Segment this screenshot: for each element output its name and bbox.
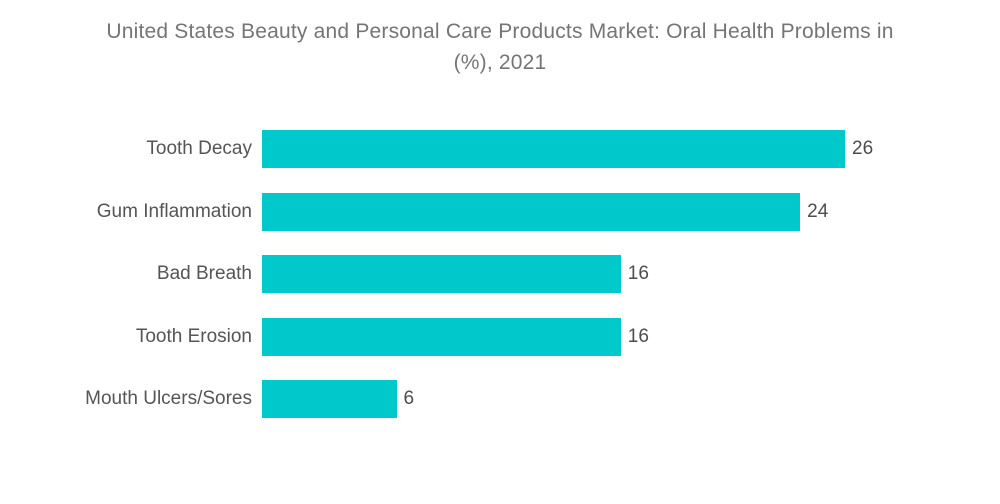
- bar-row: Gum Inflammation 24: [0, 181, 1000, 244]
- chart-title-line-2: (%), 2021: [453, 51, 547, 74]
- chart-title-line-1: United States Beauty and Personal Care P…: [106, 20, 894, 43]
- bar: [262, 255, 621, 294]
- bar-area: 16: [262, 317, 1000, 356]
- value-label: 26: [852, 138, 874, 160]
- bar: [262, 192, 801, 231]
- value-label: 24: [807, 200, 829, 222]
- value-label: 6: [403, 388, 415, 410]
- bar-row: Mouth Ulcers/Sores 6: [0, 368, 1000, 431]
- bar-area: 6: [262, 380, 1000, 419]
- bar-row: Bad Breath 16: [0, 243, 1000, 306]
- bar: [262, 130, 845, 169]
- category-label: Gum Inflammation: [96, 200, 252, 222]
- bar-row: Tooth Erosion 16: [0, 306, 1000, 369]
- value-label: 16: [627, 263, 649, 285]
- value-label: 16: [627, 325, 649, 347]
- bar-area: 16: [262, 255, 1000, 294]
- category-label: Bad Breath: [156, 263, 252, 285]
- bar-chart: Tooth Decay 26 Gum Inflammation 24 Bad Breat…: [0, 118, 1000, 431]
- bar-area: 24: [262, 192, 1000, 231]
- bar: [262, 317, 621, 356]
- category-label: Tooth Erosion: [135, 325, 252, 347]
- category-label: Mouth Ulcers/Sores: [85, 388, 252, 410]
- bar-row: Tooth Decay 26: [0, 118, 1000, 181]
- bar: [262, 380, 397, 419]
- chart-title: United States Beauty and Personal Care P…: [0, 0, 1000, 78]
- bar-area: 26: [262, 130, 1000, 169]
- category-label: Tooth Decay: [146, 138, 252, 160]
